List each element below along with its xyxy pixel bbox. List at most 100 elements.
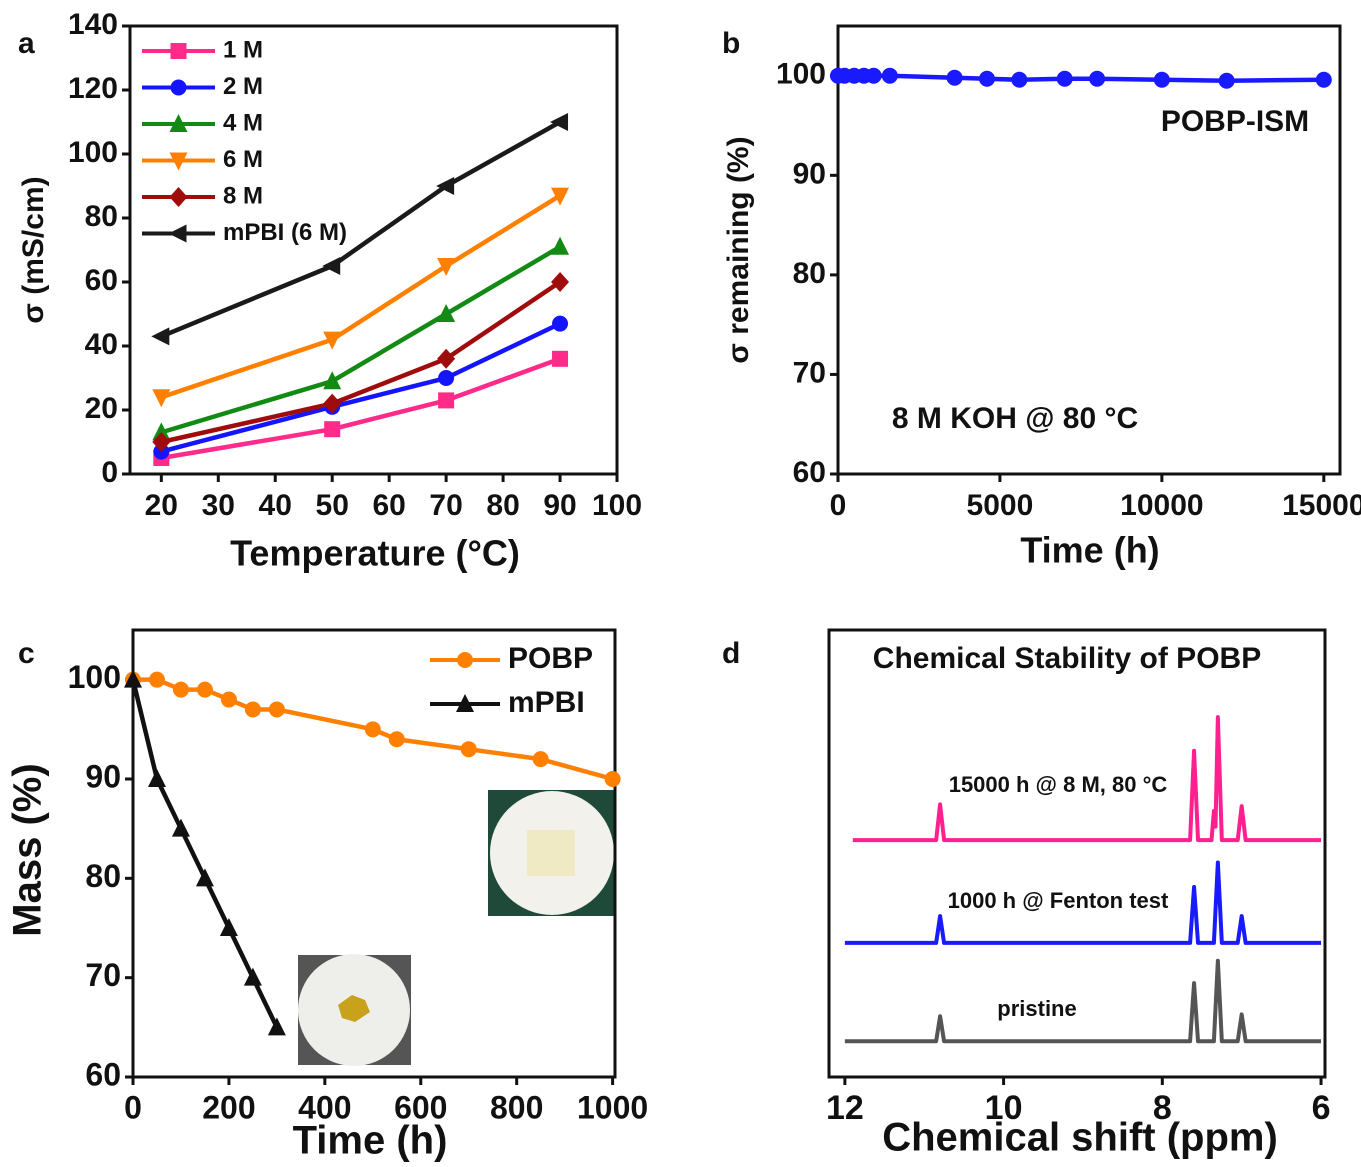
y-tick-label: 80 [793, 257, 826, 290]
y-axis-label: Mass (%) [6, 763, 50, 936]
marker [1089, 70, 1106, 87]
y-tick-label: 120 [68, 72, 118, 105]
marker [152, 432, 171, 452]
plot-frame [836, 24, 1342, 476]
x-axis-label: Time (h) [1020, 530, 1159, 571]
x-tick-label: 8 [1153, 1089, 1172, 1127]
marker [152, 389, 171, 408]
marker [551, 187, 570, 206]
marker [196, 681, 213, 698]
marker [604, 771, 621, 787]
y-tick-label: 100 [68, 659, 121, 695]
series-label: pristine [997, 996, 1076, 1021]
x-tick-label: 800 [490, 1089, 543, 1125]
marker [865, 67, 882, 84]
legend-label: 6 M [223, 146, 263, 173]
marker [219, 918, 238, 936]
legend-label: 2 M [223, 73, 263, 100]
y-tick-label: 140 [68, 8, 118, 41]
y-tick-label: 0 [101, 456, 118, 489]
marker [978, 70, 995, 87]
legend-marker [169, 187, 188, 207]
series-line [838, 73, 1324, 84]
series-label: 1000 h @ Fenton test [948, 888, 1169, 913]
x-tick-label: 50 [316, 489, 349, 522]
panel-letter: c [18, 637, 35, 670]
annotation: 8 M KOH @ 80 °C [892, 402, 1138, 435]
x-tick-label: 1000 [577, 1089, 648, 1125]
x-tick-label: 70 [429, 489, 462, 522]
marker [172, 681, 189, 698]
marker [552, 315, 569, 332]
y-tick-label: 60 [793, 456, 826, 489]
y-tick-label: 90 [85, 758, 121, 794]
annotation: POBP-ISM [1161, 105, 1309, 138]
series-line [160, 193, 562, 400]
x-tick-label: 400 [298, 1089, 351, 1125]
panel-letter: a [18, 27, 35, 60]
marker [322, 257, 341, 275]
legend-marker [169, 152, 188, 171]
series-line [160, 120, 562, 339]
legend-marker [170, 79, 187, 96]
marker [323, 393, 342, 414]
x-tick-label: 30 [202, 489, 235, 522]
panel-letter: d [722, 637, 740, 670]
x-tick-label: 600 [394, 1089, 447, 1125]
plot-frame [827, 628, 1327, 1079]
marker [1218, 72, 1235, 89]
marker [244, 701, 261, 718]
marker [323, 371, 342, 390]
marker [437, 348, 456, 369]
inset-photo-mpbi [298, 954, 411, 1066]
y-tick-label: 60 [85, 264, 118, 297]
x-tick-label: 40 [259, 489, 292, 522]
legend-marker [170, 43, 187, 59]
marker [1056, 70, 1073, 87]
x-tick-label: 20 [145, 489, 178, 522]
legend-label: 1 M [223, 36, 263, 63]
y-tick-label: 70 [85, 957, 121, 993]
marker [460, 741, 477, 758]
y-tick-label: 100 [68, 136, 118, 169]
marker [437, 304, 456, 322]
marker [124, 669, 142, 688]
plot-frame [131, 628, 617, 1079]
legend-marker [168, 224, 187, 243]
series-line [160, 244, 562, 435]
marker [881, 67, 898, 84]
x-tick-label: 200 [202, 1089, 255, 1125]
marker [532, 751, 549, 768]
marker [268, 701, 285, 718]
x-tick-label: 5000 [967, 489, 1034, 522]
marker [220, 691, 237, 708]
marker [438, 392, 455, 409]
y-tick-label: 20 [85, 392, 118, 425]
marker [152, 422, 171, 441]
marker [1011, 71, 1028, 88]
chart-title: Chemical Stability of POBP [873, 642, 1261, 675]
legend-label: mPBI [508, 686, 585, 719]
x-axis-label: Temperature (°C) [230, 533, 520, 574]
x-tick-label: 0 [124, 1089, 142, 1125]
marker [438, 370, 455, 386]
x-tick-label: 10 [985, 1089, 1023, 1127]
legend-marker [457, 652, 473, 668]
marker [151, 327, 170, 346]
legend-label: 8 M [223, 182, 263, 209]
x-tick-label: 80 [486, 489, 519, 522]
y-tick-label: 70 [793, 356, 826, 389]
spectrum-line [844, 958, 1322, 1044]
x-tick-label: 90 [543, 489, 576, 522]
marker [148, 671, 165, 688]
marker [436, 177, 455, 195]
panel-letter: b [722, 27, 740, 60]
x-axis-label: Chemical shift (ppm) [882, 1116, 1278, 1160]
marker [267, 1017, 286, 1036]
legend-label: 4 M [223, 109, 263, 136]
series-line [160, 280, 562, 445]
y-tick-label: 80 [85, 858, 121, 894]
plot-frame [128, 24, 619, 476]
marker [364, 721, 381, 738]
marker [551, 236, 570, 255]
